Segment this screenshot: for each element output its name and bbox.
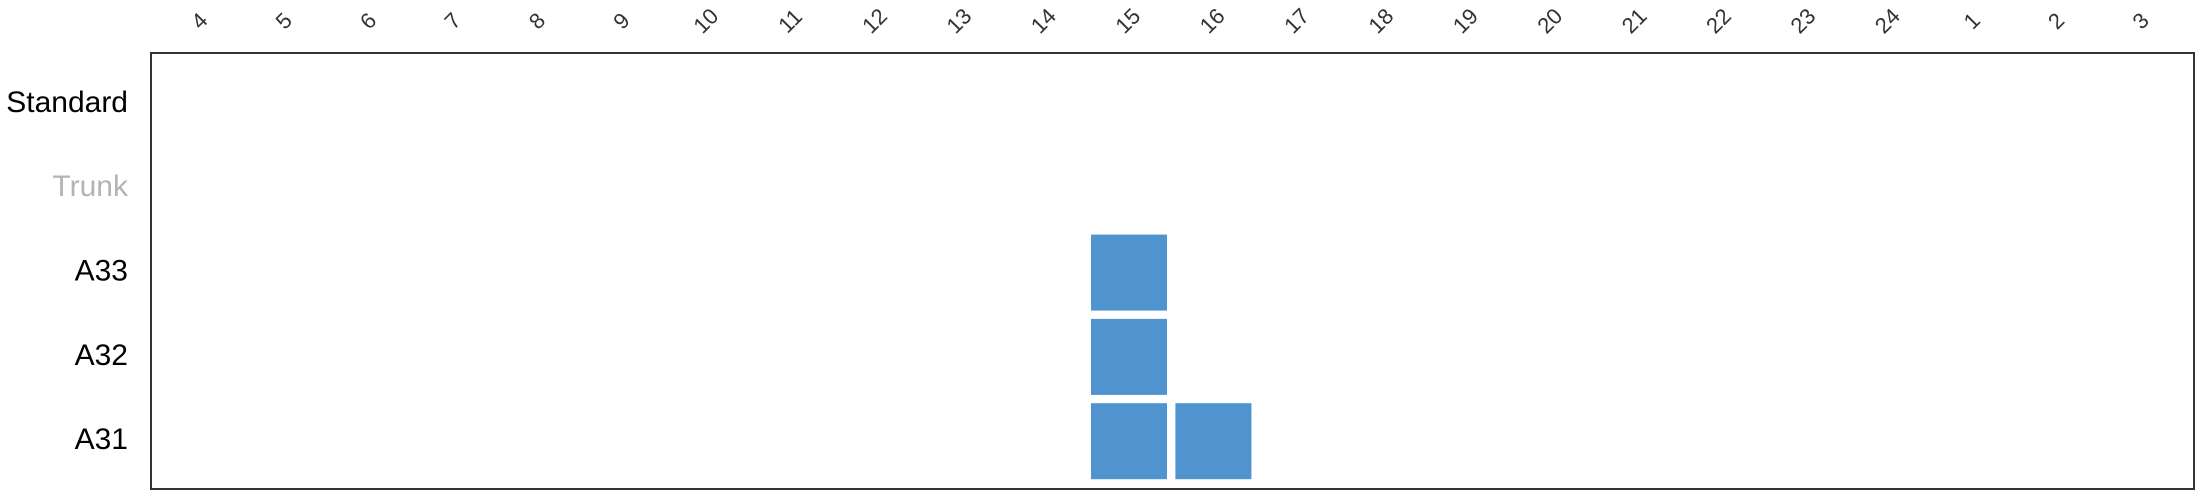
column-label-23: 23 — [1786, 3, 1821, 38]
column-label-14: 14 — [1026, 3, 1061, 38]
column-label-18: 18 — [1364, 3, 1399, 38]
column-label-10: 10 — [688, 3, 723, 38]
row-label-a31: A31 — [75, 423, 128, 456]
cell-a32-15 — [1091, 318, 1167, 395]
column-label-1: 1 — [1959, 8, 1985, 34]
column-label-22: 22 — [1701, 3, 1736, 38]
column-label-8: 8 — [524, 8, 550, 34]
column-label-12: 12 — [857, 3, 892, 38]
plot-frame — [150, 52, 2195, 490]
row-label-a32: A32 — [75, 339, 128, 372]
column-label-7: 7 — [439, 8, 465, 34]
column-labels: 4 5 6 7 8 9 10 11 12 13 14 15 16 17 18 19 20 21 22 23 24 1 2 3 — [186, 3, 2154, 38]
column-label-6: 6 — [355, 8, 381, 34]
column-label-19: 19 — [1448, 3, 1483, 38]
column-label-4: 4 — [186, 8, 212, 34]
column-label-2: 2 — [2043, 8, 2069, 34]
column-label-17: 17 — [1279, 3, 1314, 38]
column-label-13: 13 — [942, 3, 977, 38]
column-label-24: 24 — [1870, 3, 1905, 38]
cell-a33-15 — [1091, 234, 1167, 311]
column-label-3: 3 — [2127, 8, 2153, 34]
column-label-20: 20 — [1532, 3, 1567, 38]
column-label-21: 21 — [1617, 3, 1652, 38]
cell-a31-16 — [1175, 403, 1252, 480]
column-label-11: 11 — [773, 4, 807, 38]
row-label-standard: Standard — [6, 86, 128, 119]
row-label-trunk: Trunk — [52, 170, 129, 203]
heatmap-cells — [1091, 234, 1252, 480]
cell-a31-15 — [1091, 403, 1167, 480]
column-label-16: 16 — [1195, 3, 1230, 38]
column-label-15: 15 — [1110, 3, 1145, 38]
row-labels: Standard Trunk A33 A32 A31 — [6, 86, 129, 456]
row-label-a33: A33 — [75, 255, 128, 288]
column-label-9: 9 — [608, 8, 634, 34]
column-label-5: 5 — [271, 8, 297, 34]
